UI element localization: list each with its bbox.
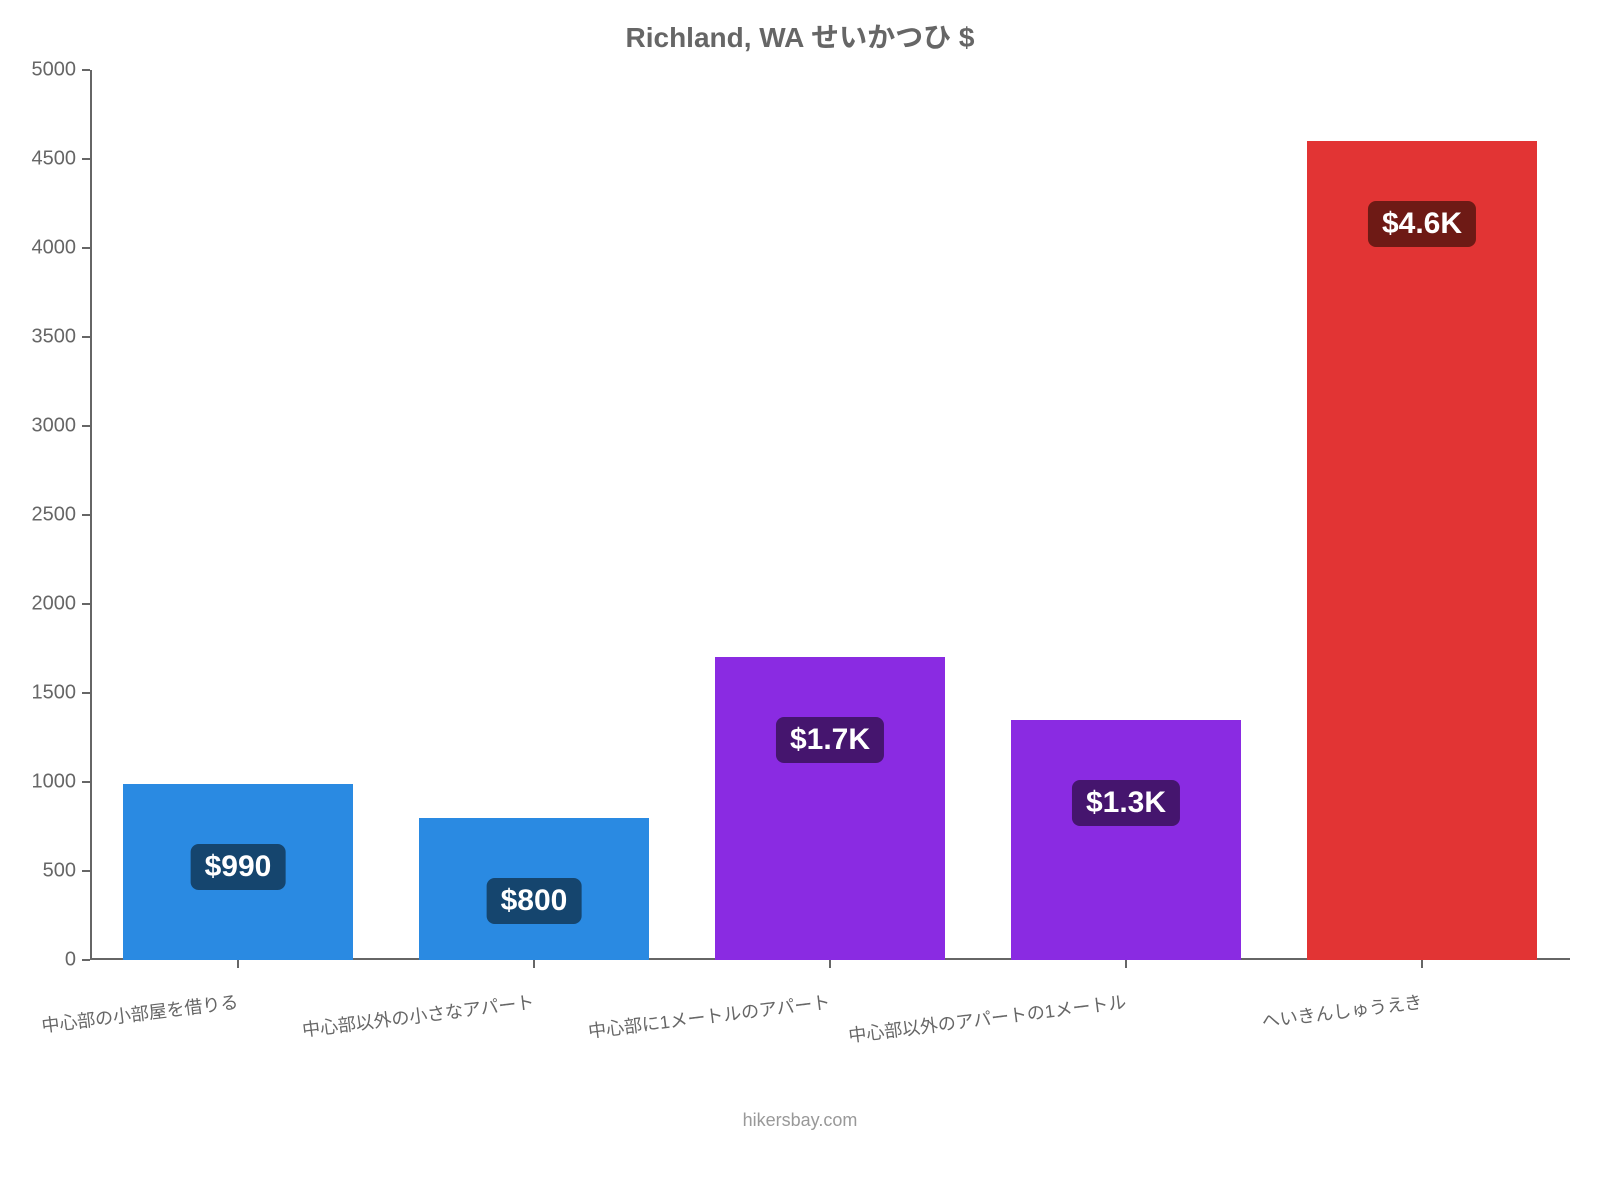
chart-title: Richland, WA せいかつひ $: [0, 16, 1600, 56]
bar: [715, 657, 946, 960]
y-tick: [82, 158, 90, 160]
value-badge: $800: [487, 878, 582, 924]
y-tick-label: 4500: [6, 148, 76, 171]
y-tick: [82, 247, 90, 249]
bar: [1011, 720, 1242, 960]
attribution-text: hikersbay.com: [0, 1110, 1600, 1131]
y-tick: [82, 870, 90, 872]
y-tick-label: 3000: [6, 415, 76, 438]
y-tick-label: 1000: [6, 771, 76, 794]
cost-of-living-chart: Richland, WA せいかつひ $ 0500100015002000250…: [0, 0, 1600, 1200]
y-tick-label: 5000: [6, 59, 76, 82]
y-tick: [82, 959, 90, 961]
x-tick-label: へいきんしゅうえき: [1260, 988, 1423, 1033]
x-tick: [829, 960, 831, 968]
y-tick: [82, 69, 90, 71]
y-tick-label: 500: [6, 860, 76, 883]
x-tick: [237, 960, 239, 968]
y-axis-line: [90, 70, 92, 960]
y-tick-label: 0: [6, 949, 76, 972]
y-tick: [82, 603, 90, 605]
value-badge: $4.6K: [1368, 201, 1476, 247]
x-tick-label: 中心部に1メートルのアパート: [587, 988, 832, 1044]
x-tick-label: 中心部の小部屋を借りる: [40, 988, 240, 1038]
y-tick: [82, 336, 90, 338]
y-tick-label: 2000: [6, 593, 76, 616]
x-tick-label: 中心部以外のアパートの1メートル: [847, 988, 1128, 1048]
value-badge: $1.7K: [776, 717, 884, 763]
bar: [1307, 141, 1538, 960]
y-tick: [82, 425, 90, 427]
plot-area: 0500100015002000250030003500400045005000…: [90, 70, 1570, 960]
y-tick: [82, 692, 90, 694]
y-tick-label: 4000: [6, 237, 76, 260]
x-tick: [1125, 960, 1127, 968]
y-tick: [82, 514, 90, 516]
y-tick-label: 3500: [6, 326, 76, 349]
value-badge: $990: [191, 844, 286, 890]
y-tick-label: 2500: [6, 504, 76, 527]
value-badge: $1.3K: [1072, 780, 1180, 826]
y-tick: [82, 781, 90, 783]
x-tick: [533, 960, 535, 968]
x-tick-label: 中心部以外の小さなアパート: [301, 988, 536, 1042]
y-tick-label: 1500: [6, 682, 76, 705]
x-tick: [1421, 960, 1423, 968]
